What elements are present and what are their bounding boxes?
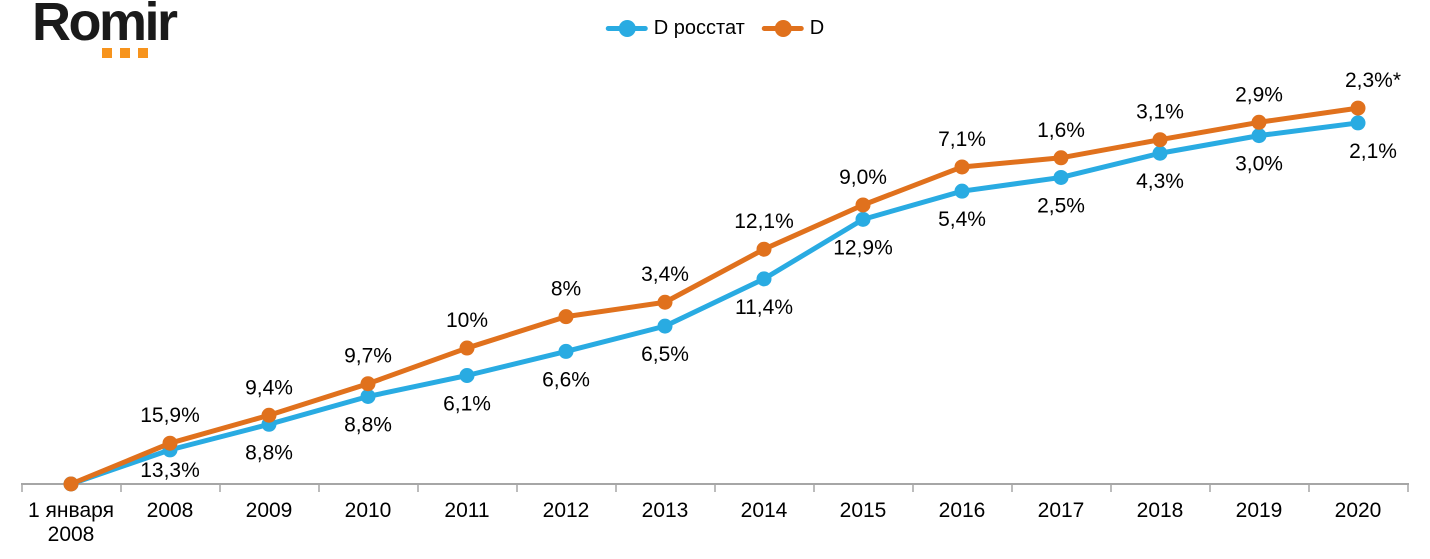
x-axis-label: 2020 <box>1335 499 1382 522</box>
data-point-marker <box>1350 100 1366 116</box>
point-label: 2,9% <box>1235 83 1283 106</box>
x-axis-label: 1 января 2008 <box>28 499 114 546</box>
data-point-marker <box>1251 128 1267 144</box>
data-point-marker <box>756 271 772 287</box>
point-label: 2,3%* <box>1345 69 1401 92</box>
point-label: 6,5% <box>641 343 689 366</box>
series-line <box>68 105 1361 487</box>
logo-dot <box>138 48 148 58</box>
data-point-marker <box>558 343 574 359</box>
legend-label-d-rosstat: D росстат <box>653 17 745 39</box>
data-point-marker <box>459 340 475 356</box>
x-axis-label: 2014 <box>741 499 788 522</box>
point-label: 2,5% <box>1037 194 1085 217</box>
x-axis-label: 2009 <box>246 499 293 522</box>
x-axis-label: 2013 <box>642 499 689 522</box>
legend-item-d: D <box>761 17 825 40</box>
point-label: 9,0% <box>839 166 887 189</box>
data-point-marker <box>1152 132 1168 148</box>
data-point-marker <box>1350 115 1366 131</box>
legend-dot-icon <box>618 20 636 37</box>
romir-logo: Romir <box>32 0 178 58</box>
data-point-marker <box>558 309 574 325</box>
data-point-marker <box>855 197 871 213</box>
logo-dot <box>102 48 112 58</box>
data-point-marker <box>162 435 178 451</box>
x-axis-label: 2011 <box>444 499 489 522</box>
point-label: 2,1% <box>1349 140 1397 163</box>
chart-legend: D росстат D <box>605 17 825 40</box>
point-label: 6,6% <box>542 368 590 391</box>
legend-dot-icon <box>774 20 792 37</box>
point-label: 6,1% <box>443 393 491 416</box>
legend-swatch-blue <box>605 20 648 37</box>
point-label: 15,9% <box>140 404 200 427</box>
data-point-marker <box>954 183 970 199</box>
point-label: 13,3% <box>140 459 200 482</box>
point-label: 8% <box>551 278 581 301</box>
point-label: 9,7% <box>344 345 392 368</box>
data-point-marker <box>954 159 970 175</box>
data-point-marker <box>1053 150 1069 166</box>
data-point-marker <box>1053 169 1069 185</box>
data-point-marker <box>459 368 475 384</box>
point-label: 3,4% <box>641 263 689 286</box>
point-label: 12,9% <box>833 236 893 259</box>
legend-label-d: D <box>809 17 825 39</box>
data-point-marker <box>261 407 277 423</box>
point-label: 10% <box>446 309 488 332</box>
point-label: 8,8% <box>245 441 293 464</box>
x-axis-label: 2012 <box>543 499 590 522</box>
data-point-marker <box>855 211 871 227</box>
data-point-marker <box>657 318 673 334</box>
x-axis-label: 2018 <box>1137 499 1184 522</box>
data-point-marker <box>360 388 376 404</box>
data-point-marker <box>756 241 772 257</box>
series-line <box>68 120 1361 487</box>
data-point-marker <box>1251 114 1267 130</box>
point-label: 9,4% <box>245 376 293 399</box>
point-label: 8,8% <box>344 413 392 436</box>
point-label: 1,6% <box>1037 119 1085 142</box>
x-axis-label: 2017 <box>1038 499 1085 522</box>
legend-item-d-rosstat: D росстат <box>605 17 745 40</box>
romir-logo-dots <box>102 48 148 58</box>
point-label: 5,4% <box>938 208 986 231</box>
point-label: 3,0% <box>1235 153 1283 176</box>
x-axis <box>21 483 1409 492</box>
x-axis-label: 2016 <box>939 499 986 522</box>
point-label: 4,3% <box>1136 170 1184 193</box>
x-axis-label: 2008 <box>147 499 194 522</box>
data-point-marker <box>63 476 79 492</box>
romir-logo-text: Romir <box>32 0 178 52</box>
point-label: 3,1% <box>1136 101 1184 124</box>
point-label: 12,1% <box>734 210 794 233</box>
logo-dot <box>120 48 130 58</box>
x-axis-label: 2010 <box>345 499 392 522</box>
series-d <box>63 100 1366 492</box>
data-point-marker <box>657 294 673 310</box>
legend-swatch-orange <box>761 20 804 37</box>
data-point-marker <box>360 376 376 392</box>
point-label: 7,1% <box>938 128 986 151</box>
point-label: 11,4% <box>735 296 793 319</box>
x-axis-label: 2019 <box>1236 499 1283 522</box>
x-axis-label: 2015 <box>840 499 887 522</box>
data-point-marker <box>1152 145 1168 161</box>
